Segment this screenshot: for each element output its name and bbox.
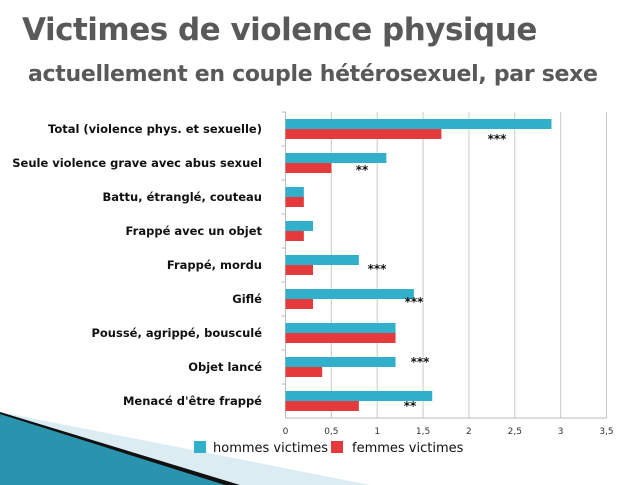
bar-hommes [285, 221, 314, 231]
category-label: Frappé avec un objet [126, 224, 263, 238]
slide-subtitle: actuellement en couple hétérosexuel, par… [28, 62, 598, 87]
significance-marker: *** [368, 262, 388, 276]
bar-femmes [285, 333, 396, 343]
bar-hommes [285, 323, 396, 333]
category-label: Objet lancé [188, 360, 262, 374]
legend-swatch-hommes [194, 441, 206, 453]
legend-label-hommes: hommes victimes [213, 441, 328, 456]
category-label: Battu, étranglé, couteau [103, 190, 263, 204]
bar-hommes [285, 153, 387, 163]
x-tick-label: 2,5 [508, 427, 522, 437]
category-label: Total (violence phys. et sexuelle) [48, 122, 262, 136]
legend-swatch-femmes [331, 441, 343, 453]
corner-decoration [0, 412, 370, 485]
x-tick-label: 1 [374, 427, 380, 437]
bar-femmes [285, 401, 359, 411]
bar-hommes [285, 255, 359, 265]
category-label: Seule violence grave avec abus sexuel [12, 156, 262, 170]
category-label: Frappé, mordu [167, 258, 262, 272]
bar-hommes [285, 289, 414, 299]
bar-hommes [285, 187, 304, 197]
category-label: Giflé [232, 292, 262, 306]
significance-marker: ** [356, 163, 369, 177]
significance-marker: ** [404, 399, 417, 413]
slide-title: Victimes de violence physique [22, 12, 537, 48]
significance-marker: *** [405, 295, 425, 309]
legend-label-femmes: femmes victimes [352, 441, 464, 456]
bar-femmes [285, 299, 314, 309]
bar-femmes [285, 367, 323, 377]
category-label: Poussé, agrippé, bousculé [91, 326, 262, 340]
x-tick-label: 3,5 [599, 427, 613, 437]
category-label: Menacé d'être frappé [123, 394, 262, 408]
bar-hommes [285, 357, 396, 367]
x-tick-label: 1,5 [416, 427, 430, 437]
bar-femmes [285, 231, 304, 241]
x-tick-label: 2 [466, 427, 472, 437]
bar-femmes [285, 163, 332, 173]
significance-marker: *** [411, 355, 431, 369]
significance-marker: *** [488, 132, 508, 146]
x-tick-label: 3 [558, 427, 564, 437]
bar-hommes [285, 119, 552, 129]
bar-femmes [285, 197, 304, 207]
bar-femmes [285, 129, 442, 139]
bar-femmes [285, 265, 314, 275]
x-tick-label: 0,5 [324, 427, 338, 437]
bar-hommes [285, 391, 433, 401]
x-tick-label: 0 [283, 427, 289, 437]
